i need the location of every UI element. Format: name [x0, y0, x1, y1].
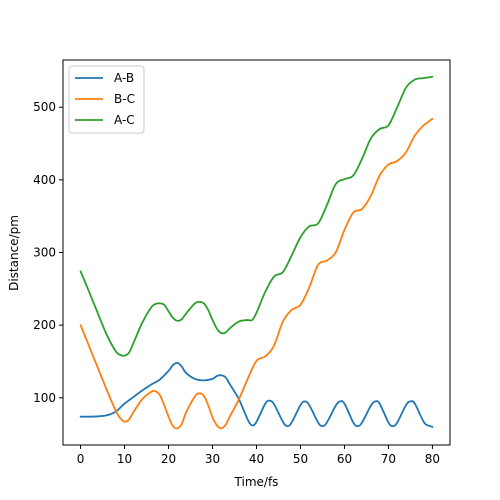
series-line-a-b [79, 361, 434, 428]
y-tick-label: 200 [33, 318, 56, 332]
legend-label: B-C [114, 92, 135, 106]
x-axis-title: Time/fs [234, 475, 279, 489]
x-tick-label: 50 [293, 452, 308, 466]
axis-ticks: 0 10 20 30 40 50 60 70 80 100 200 300 400 500 [33, 100, 440, 466]
x-tick-label: 10 [117, 452, 132, 466]
y-tick-label: 100 [33, 391, 56, 405]
y-tick-label: 500 [33, 100, 56, 114]
legend: A-B B-C A-C [68, 65, 145, 134]
series-lines [79, 75, 434, 430]
series-line-b-c [79, 117, 434, 430]
y-axis-title: Distance/pm [7, 215, 21, 291]
y-tick-label: 300 [33, 246, 56, 260]
x-tick-label: 0 [77, 452, 85, 466]
series-line-a-c [79, 75, 434, 357]
x-tick-label: 30 [205, 452, 220, 466]
x-tick-label: 20 [161, 452, 176, 466]
x-tick-label: 40 [249, 452, 264, 466]
plot-frame [62, 59, 451, 446]
x-tick-label: 70 [381, 452, 396, 466]
x-tick-label: 60 [337, 452, 352, 466]
y-tick-label: 400 [33, 173, 56, 187]
x-tick-label: 80 [425, 452, 440, 466]
legend-label: A-C [114, 113, 135, 127]
legend-label: A-B [114, 71, 134, 85]
legend-box [68, 65, 145, 134]
